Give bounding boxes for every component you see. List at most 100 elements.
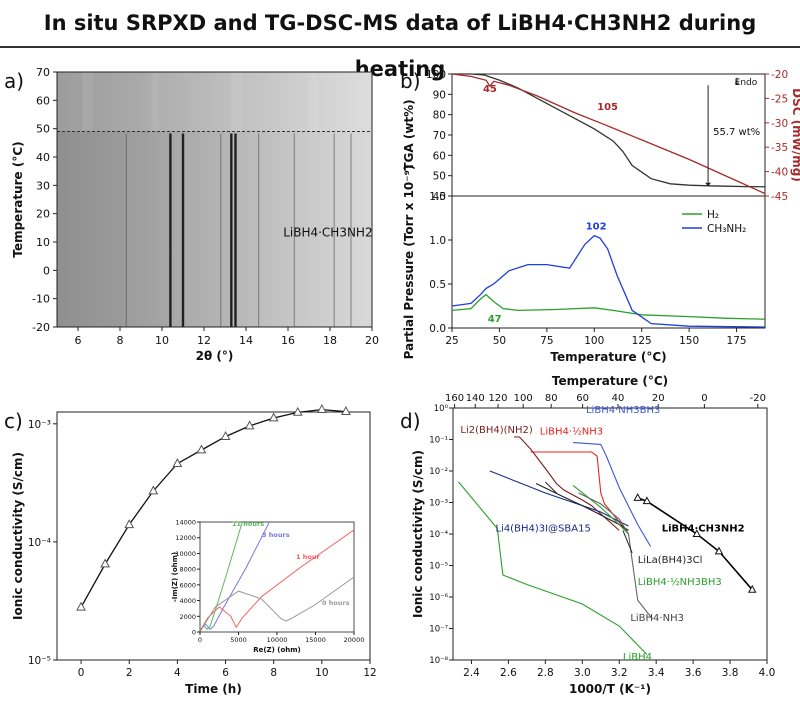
- x-tick-label-b: 150: [679, 335, 699, 347]
- y-tick-label-a: 50: [36, 123, 50, 136]
- inset-y-label: -Im(Z) (ohm): [171, 552, 179, 602]
- top-tick-label-d: 100: [514, 393, 533, 404]
- y-axis-label-pp: Partial Pressure (Torr x 10⁻⁹): [402, 165, 416, 360]
- y-tick-label-tga: 60: [433, 150, 446, 162]
- top-tick-label-d: 120: [488, 393, 507, 404]
- y-tick-label-dsc: -45: [771, 191, 788, 203]
- series-label-d: Li2(BH4)(NH2): [460, 425, 533, 436]
- axes-frame-c: [56, 411, 371, 661]
- x-tick-label-b: 175: [727, 335, 747, 347]
- top-tick-label-d: 60: [576, 393, 589, 404]
- series-label-d: LiBH4·½NH3: [540, 425, 603, 437]
- y-tick-label-tga: 100: [426, 69, 446, 81]
- y-tick-label-d: 10⁻⁶: [429, 593, 448, 603]
- x-tick-label-c: 0: [78, 667, 85, 679]
- x-tick-label-b: 100: [584, 335, 604, 347]
- y-tick-label-dsc: -30: [771, 118, 788, 130]
- data-point-d: [692, 529, 702, 537]
- y-tick-label-d: 10⁻⁸: [429, 656, 448, 666]
- panel-a: a) 6 8 10 12 14 16 18 20 -20 -10 0 10 20 30 40 50 60 70 2θ …: [4, 66, 379, 363]
- x-tick-label-a: 6: [75, 334, 82, 347]
- y-tick-label-a: 0: [43, 264, 50, 277]
- y-tick-label-d: 10⁻⁷: [429, 625, 448, 635]
- top-tick-label-d: 80: [545, 393, 558, 404]
- data-point-c: [292, 406, 303, 416]
- x-tick-label-c: 2: [126, 667, 133, 679]
- legend-label-b: H₂: [707, 209, 719, 221]
- data-point-c: [76, 601, 86, 611]
- heatmap-background: [57, 72, 372, 327]
- series-d-4: [489, 470, 629, 527]
- series-label-d: LiBH4·CH3NH2: [662, 524, 745, 535]
- inset-y-tick-label: 4000: [179, 597, 196, 605]
- inset-y-tick-label: 0: [192, 629, 196, 637]
- data-point-c: [244, 420, 255, 430]
- annotation-45: 45: [483, 84, 497, 95]
- top-tick-label-d: 20: [652, 393, 665, 404]
- x-tick-label-a: 10: [155, 334, 169, 347]
- inset-x-tick-label: 15000: [305, 636, 326, 644]
- y-tick-label-dsc: -20: [771, 69, 788, 81]
- y-tick-label-a: 70: [36, 66, 50, 79]
- series-label-d: Li4(BH4)3I@SBA15: [495, 524, 590, 535]
- inset-x-tick-label: 5000: [230, 636, 247, 644]
- axes-frame-b: [451, 73, 766, 329]
- data-point-d: [642, 496, 652, 505]
- inset-x-tick-label: 0: [198, 636, 202, 644]
- dsc-curve: [451, 73, 766, 195]
- y-axis-label-a: Temperature (°C): [11, 141, 25, 257]
- x-axis-label-a: 2θ (°): [196, 349, 234, 363]
- top-tick-label-d: 40: [612, 393, 625, 404]
- x-tick-label-a: 20: [365, 334, 379, 347]
- data-point-d: [633, 493, 642, 501]
- y-tick-label-dsc: -35: [771, 142, 788, 154]
- y-tick-label-c: 10⁻⁴: [28, 537, 51, 549]
- series-label-d: LiBH4·NH3BH3: [586, 405, 660, 416]
- series-d-0: [637, 497, 753, 591]
- series-d-8: [458, 481, 648, 655]
- series-d-6: [572, 484, 629, 535]
- x-axis-label-d: 1000/T (K⁻¹): [569, 682, 651, 696]
- high-temp-band: [82, 72, 93, 132]
- high-temp-region: [57, 72, 372, 132]
- y-tick-label-a: -10: [32, 293, 50, 306]
- pp-curve-0: [451, 293, 766, 320]
- x-tick-label-b: 75: [540, 335, 553, 347]
- y-tick-label-a: 20: [36, 208, 50, 221]
- x-axis-label-b: Temperature (°C): [550, 350, 666, 364]
- x-tick-label-c: 8: [270, 667, 277, 679]
- x-tick-label-c: 6: [222, 667, 229, 679]
- inset-y-tick-label: 6000: [179, 581, 196, 589]
- inset-x-tick-label: 10000: [267, 636, 288, 644]
- inset-y-tick-label: 2000: [179, 613, 196, 621]
- data-point-c: [124, 519, 135, 529]
- y-tick-label-tga: 90: [433, 89, 446, 101]
- y-tick-label-tga: 70: [433, 130, 446, 142]
- figure-title: In situ SRPXD and TG-DSC-MS data of LiBH…: [43, 11, 757, 81]
- series-d-1: [514, 436, 620, 531]
- top-axis-label-d: Temperature (°C): [552, 374, 668, 388]
- x-tick-label-d: 3.2: [611, 667, 628, 679]
- high-temp-band: [230, 72, 243, 132]
- title-divider: [0, 46, 800, 48]
- x-tick-label-d: 2.6: [500, 667, 517, 679]
- series-label-d: LiBH4: [623, 652, 652, 663]
- y-tick-label-pp: 0.5: [429, 279, 446, 291]
- y-tick-label-a: 10: [36, 236, 50, 249]
- data-point-d: [747, 584, 757, 593]
- y-tick-label-a: -20: [32, 321, 50, 334]
- y-axis-label-c: Ionic conductivity (S/cm): [11, 452, 25, 620]
- panel-label-d: d): [400, 409, 421, 433]
- x-tick-label-d: 3.8: [722, 667, 739, 679]
- endo-arrow-icon: ↓: [733, 77, 741, 88]
- series-d-7: [578, 492, 653, 620]
- annotation-102: 102: [586, 221, 607, 232]
- y-tick-label-d: 10⁰: [434, 404, 449, 414]
- series-label-d: LiBH4·NH3: [630, 613, 684, 624]
- pointer-arrow-lila: [622, 530, 633, 554]
- annotation-mass-loss: 55.7 wt%: [713, 127, 760, 138]
- pointer-arrow-li4: [544, 481, 557, 494]
- top-tick-label-d: 140: [466, 393, 485, 404]
- legend-label-b: CH₃NH₂: [707, 223, 746, 235]
